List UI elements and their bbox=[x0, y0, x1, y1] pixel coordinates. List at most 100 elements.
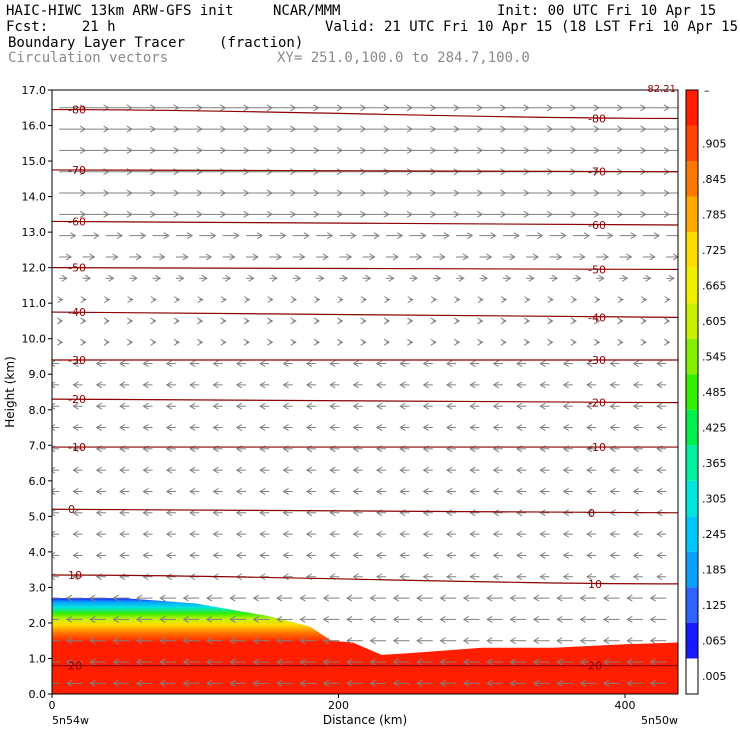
isotherm-label: -70 bbox=[68, 164, 86, 177]
y-tick-label: 12.0 bbox=[22, 262, 47, 275]
circulation-vector-head bbox=[159, 615, 166, 623]
circulation-vector-head bbox=[375, 573, 383, 581]
circulation-vector-head bbox=[212, 424, 219, 431]
isotherm-label: 20 bbox=[588, 660, 602, 673]
circulation-vector-head bbox=[486, 594, 493, 602]
colorbar-label: .245 bbox=[702, 528, 727, 541]
colorbar-label: .605 bbox=[702, 315, 727, 328]
circulation-vector-head bbox=[259, 530, 266, 538]
circulation-vector-head bbox=[416, 658, 423, 666]
y-tick-label: 5.0 bbox=[29, 510, 47, 523]
circulation-vector-head bbox=[575, 274, 582, 282]
circulation-vector-head bbox=[119, 381, 126, 389]
isotherm-line bbox=[52, 574, 678, 585]
circulation-vector-head bbox=[80, 296, 87, 304]
y-tick-label: 4.0 bbox=[29, 546, 47, 559]
circulation-vector-head bbox=[329, 360, 336, 368]
circulation-vector-head bbox=[446, 466, 453, 474]
circulation-vector-head bbox=[537, 232, 544, 240]
x-tick-label: 0 bbox=[49, 699, 56, 712]
circulation-vector-head bbox=[375, 424, 383, 431]
circulation-vector-head bbox=[632, 360, 640, 368]
circulation-vector-head bbox=[178, 274, 185, 282]
circulation-vector-head bbox=[229, 679, 236, 687]
circulation-vector-head bbox=[205, 253, 213, 261]
circulation-vector-head bbox=[154, 274, 162, 282]
circulation-vector-head bbox=[562, 530, 570, 538]
isotherm-label: -40 bbox=[68, 306, 86, 319]
circulation-vector-head bbox=[72, 552, 79, 559]
circulation-vector-head bbox=[295, 274, 302, 282]
circulation-vector-head bbox=[95, 488, 103, 495]
circulation-vector-head bbox=[89, 253, 96, 261]
circulation-vector-head bbox=[516, 381, 523, 389]
circulation-vector-head bbox=[159, 679, 166, 687]
circulation-vector-head bbox=[252, 615, 259, 623]
isotherm-label: -70 bbox=[588, 166, 606, 179]
circulation-vector-head bbox=[570, 296, 578, 304]
circulation-vector-head bbox=[290, 338, 297, 346]
circulation-vector-head bbox=[369, 658, 376, 666]
colorbar-label: .905 bbox=[702, 137, 727, 150]
isotherm-line bbox=[52, 508, 678, 514]
circulation-vector-head bbox=[326, 232, 334, 240]
circulation-vector-head bbox=[189, 488, 196, 495]
circulation-vector-head bbox=[89, 658, 96, 666]
circulation-vector-head bbox=[65, 679, 73, 687]
circulation-vector-head bbox=[375, 402, 383, 410]
circulation-vector-head bbox=[416, 253, 423, 261]
isotherm-label: -50 bbox=[588, 263, 606, 276]
circulation-vector-head bbox=[523, 338, 531, 346]
circulation-vector-head bbox=[439, 594, 446, 602]
circulation-vector-head bbox=[430, 296, 438, 304]
isotherm-line bbox=[52, 108, 678, 120]
circulation-vector-head bbox=[492, 552, 499, 559]
circulation-vector-head bbox=[609, 466, 616, 474]
circulation-vector-head bbox=[252, 637, 259, 645]
circulation-vector-head bbox=[282, 552, 289, 559]
circulation-vector-head bbox=[551, 274, 559, 282]
circulation-vector-head bbox=[52, 424, 56, 431]
circulation-vector-head bbox=[556, 679, 563, 687]
circulation-vector-head bbox=[182, 637, 189, 645]
circulation-vector-head bbox=[65, 594, 73, 602]
colorbar-swatch bbox=[686, 338, 698, 375]
circulation-vector-head bbox=[632, 552, 640, 559]
isotherm-label: 0 bbox=[68, 503, 75, 516]
circulation-vector-head bbox=[329, 424, 336, 431]
isotherm-label: -80 bbox=[588, 112, 606, 125]
y-axis-label: Height (km) bbox=[3, 356, 17, 427]
circulation-vector-head bbox=[112, 637, 119, 645]
circulation-vector-head bbox=[65, 253, 73, 261]
circulation-vector-head bbox=[127, 296, 134, 304]
corner-value-label: 82.21 bbox=[647, 84, 676, 95]
isotherm-label: 10 bbox=[68, 569, 82, 582]
circulation-vector-head bbox=[416, 679, 423, 687]
circulation-vector-head bbox=[570, 338, 577, 346]
circulation-vector-head bbox=[52, 381, 56, 389]
circulation-vector-head bbox=[119, 530, 126, 538]
circulation-vector-head bbox=[103, 296, 111, 304]
circulation-vector-head bbox=[607, 232, 614, 240]
circulation-vector-head bbox=[492, 488, 499, 495]
circulation-vector-head bbox=[159, 253, 166, 261]
circulation-vector-head bbox=[422, 402, 429, 410]
circulation-vector-head bbox=[206, 637, 213, 645]
circulation-vector-head bbox=[420, 232, 427, 240]
circulation-vector-head bbox=[509, 615, 516, 623]
circulation-vectors bbox=[52, 104, 678, 687]
circulation-vector-head bbox=[384, 296, 391, 304]
circulation-vector-head bbox=[173, 338, 180, 346]
circulation-vector-head bbox=[446, 488, 453, 495]
boundary-layer-tracer-field bbox=[52, 598, 678, 694]
circulation-vector-head bbox=[290, 317, 297, 325]
circulation-vector-head bbox=[492, 381, 499, 389]
circulation-vector-head bbox=[656, 530, 663, 538]
circulation-vector-head bbox=[509, 658, 516, 666]
circulation-vector-head bbox=[282, 381, 289, 389]
circulation-vector-head bbox=[72, 466, 79, 474]
isotherm-label: -60 bbox=[68, 215, 86, 228]
circulation-vector-head bbox=[116, 232, 124, 240]
circulation-vector-head bbox=[159, 658, 166, 666]
